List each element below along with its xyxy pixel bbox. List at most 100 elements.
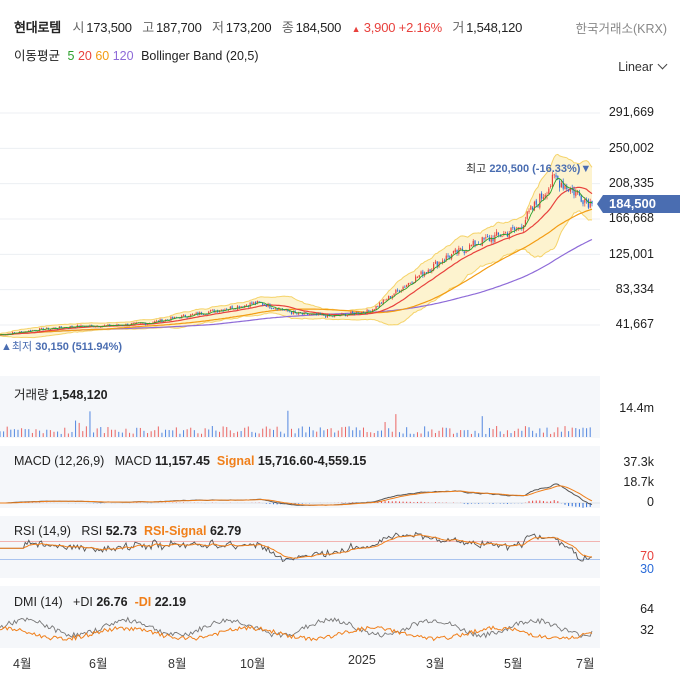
pdi-value: 26.76 (96, 595, 128, 609)
macd-signal-value: 15,716.60-4,559.15 (257, 454, 367, 468)
candle-body (440, 262, 442, 264)
candle-body (550, 186, 552, 188)
volume-bar (89, 411, 91, 437)
candle-body (514, 227, 516, 230)
volume-bar (229, 430, 231, 437)
candle-body (474, 240, 476, 247)
open-value: 173,500 (86, 20, 132, 35)
volume-bar (366, 432, 368, 437)
candle-body (256, 301, 258, 304)
candle-body (470, 245, 473, 246)
volume-bar (35, 429, 37, 437)
macd-signal-label: Signal (216, 454, 255, 468)
candle-body (422, 271, 424, 276)
volume-bar (17, 429, 19, 437)
candle-body (235, 308, 237, 310)
candle-body (301, 313, 303, 315)
open-label: 시 (72, 20, 85, 35)
x-tick: 2025 (348, 653, 376, 667)
candle-body (240, 306, 242, 309)
volume-bar (244, 427, 246, 437)
volume-bar (186, 429, 188, 437)
candle-body (28, 330, 30, 332)
candle-body (289, 311, 291, 313)
volume-bar (521, 430, 523, 437)
low-annotation-value: 30,150 (511.94%) (35, 341, 123, 353)
x-tick: 3월 (426, 657, 445, 671)
candle-body (362, 311, 365, 313)
candle-body (368, 310, 370, 312)
volume-bar (78, 422, 80, 437)
volume-bar (75, 420, 77, 437)
candle-body (60, 326, 62, 328)
volume-bar (503, 433, 505, 437)
candle-body (512, 227, 514, 229)
volume-bar (179, 433, 181, 437)
volume-bar (204, 428, 206, 437)
price-tick: 250,002 (608, 141, 654, 155)
volume-bar (434, 433, 436, 437)
candle-body (433, 263, 435, 271)
volume-bar (129, 432, 131, 437)
rsi-signal-line (0, 534, 592, 559)
candle-body (379, 302, 381, 307)
volume-bar (165, 429, 167, 437)
candle-body (258, 301, 260, 303)
candle-body (472, 240, 474, 246)
volume-bar (136, 427, 138, 437)
volume-bar (143, 430, 145, 437)
candle-body (305, 312, 307, 313)
change-value: 3,900 +2.16% (363, 20, 442, 35)
volume-bar (283, 433, 285, 437)
high-annotation-label: 최고 (466, 163, 487, 175)
scale-value: Linear (618, 60, 653, 74)
candle-body (393, 293, 395, 296)
candle-body (380, 302, 383, 304)
volume-bar (564, 426, 566, 437)
candle-body (456, 249, 458, 254)
volume-bar (60, 433, 62, 437)
volume-bar (586, 428, 588, 437)
candle-body (377, 306, 379, 308)
candle-body (497, 232, 500, 235)
candle-body (173, 316, 176, 319)
candle-body (490, 237, 492, 242)
volume-bar (64, 427, 66, 437)
candle-body (411, 282, 413, 284)
candle-body (571, 189, 573, 190)
volume-bar (82, 431, 84, 437)
volume-bar (402, 433, 404, 437)
rsi-label: RSI (81, 524, 103, 538)
candle-body (420, 271, 422, 275)
candle-body (564, 185, 566, 190)
candle-body (553, 174, 555, 176)
volume-bar (237, 431, 239, 437)
x-tick: 10월 (240, 657, 266, 671)
volume-bar (10, 429, 12, 437)
candle-body (267, 303, 269, 307)
candle-body (386, 299, 388, 301)
scale-dropdown[interactable]: Linear (618, 59, 668, 74)
volume-bar (96, 428, 98, 437)
candle-body (229, 306, 231, 310)
volume-bar (517, 428, 519, 437)
candle-body (481, 237, 483, 246)
x-tick: 6월 (89, 657, 108, 671)
volume-bar (301, 426, 303, 437)
volume-bar (49, 430, 51, 437)
volume-bar (219, 431, 221, 437)
candle-body (55, 327, 57, 329)
candle-body (560, 183, 563, 187)
volume-bar (294, 433, 296, 437)
volume-tick: 14.4m (619, 401, 654, 415)
candle-body (184, 314, 186, 318)
volume-bar (222, 426, 224, 437)
volume-bar (344, 426, 346, 437)
dmi-title: DMI (14) (14, 595, 63, 609)
candle-body (487, 236, 489, 238)
volume-panel-value: 1,548,120 (52, 388, 108, 402)
candle-body (298, 312, 300, 315)
indicator-legend[interactable]: 이동평균 5 20 60 120 Bollinger Band (20,5) (14, 45, 259, 64)
low-value: 173,200 (225, 20, 272, 35)
